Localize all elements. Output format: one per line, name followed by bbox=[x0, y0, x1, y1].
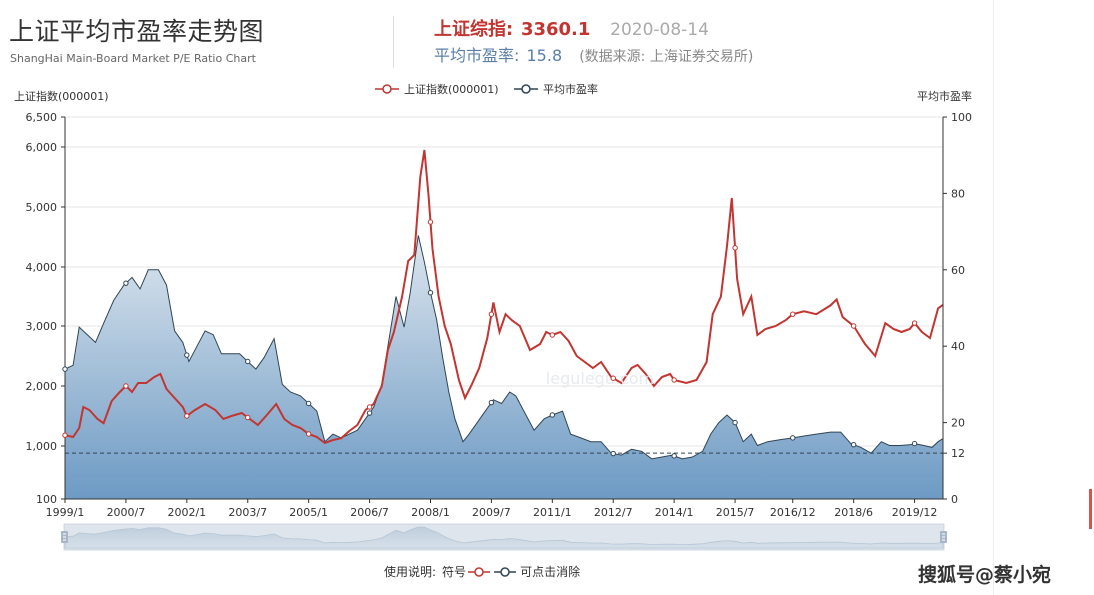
page-subtitle: ShangHai Main-Board Market P/E Ratio Cha… bbox=[10, 52, 256, 65]
axes: 6,500 6,000 5,000 4,000 3,000 2,000 1,000 100 10… bbox=[26, 111, 973, 519]
index-date: 2020-08-14 bbox=[610, 20, 709, 40]
x-tick-label: 2000/7 bbox=[107, 506, 146, 519]
pe-point bbox=[62, 366, 68, 372]
x-tick-label: 2002/1 bbox=[167, 506, 206, 519]
zoom-handle-right[interactable] bbox=[940, 531, 947, 543]
index-point bbox=[245, 414, 251, 421]
side-marker bbox=[1089, 489, 1092, 529]
pe-point bbox=[610, 450, 616, 457]
x-tick-label: 2016/12 bbox=[770, 506, 816, 519]
pe-point bbox=[732, 419, 738, 426]
x-tick-label: 2006/7 bbox=[350, 506, 389, 519]
index-point bbox=[911, 320, 918, 326]
pe-point bbox=[549, 412, 556, 418]
index-point bbox=[427, 219, 434, 225]
usage-prefix: 使用说明: bbox=[384, 565, 437, 579]
footer-watermark: 搜狐号@蔡小宛 bbox=[918, 564, 1052, 586]
right-tick-label: 60 bbox=[951, 264, 965, 277]
legend-label-pe: 平均市盈率 bbox=[543, 82, 598, 96]
usage-symbol: 符号 bbox=[442, 565, 467, 579]
pe-point bbox=[123, 280, 129, 286]
x-tick-label: 2012/7 bbox=[594, 506, 633, 519]
index-point bbox=[610, 375, 616, 381]
left-tick-label: 1,000 bbox=[26, 440, 58, 453]
index-point bbox=[850, 323, 857, 329]
x-tick-label: 2014/1 bbox=[655, 506, 694, 519]
pe-point bbox=[245, 358, 251, 365]
x-tick-label: 2003/7 bbox=[228, 506, 267, 519]
index-point bbox=[549, 332, 556, 338]
pe-summary: 平均市盈率: 15.8 (数据来源: 上海证券交易所) bbox=[434, 42, 753, 66]
index-point bbox=[62, 432, 68, 438]
usage-index-symbol-icon bbox=[468, 566, 491, 577]
index-label: 上证综指: bbox=[434, 19, 514, 40]
zoom-navigator[interactable] bbox=[61, 523, 947, 551]
right-tick-label: 100 bbox=[951, 111, 972, 124]
pe-value: 15.8 bbox=[526, 46, 563, 65]
index-point bbox=[488, 311, 495, 317]
legend-label-index: 上证指数(000001) bbox=[404, 82, 499, 96]
right-tick-label: 40 bbox=[951, 340, 965, 353]
pe-point bbox=[488, 399, 495, 406]
right-tick-label: 0 bbox=[951, 493, 958, 506]
left-tick-label: 100 bbox=[36, 493, 57, 506]
chart-legend[interactable]: 上证指数(000001) 平均市盈率 bbox=[375, 82, 598, 96]
index-point bbox=[123, 383, 129, 389]
right-tick-label: 12 bbox=[951, 447, 965, 460]
x-tick-label: 2018/6 bbox=[834, 506, 873, 519]
index-value: 3360.1 bbox=[520, 19, 591, 40]
pe-point bbox=[366, 410, 373, 416]
pe-point bbox=[850, 441, 857, 448]
header-divider bbox=[393, 16, 394, 68]
pe-area bbox=[65, 235, 943, 499]
left-axis-title: 上证指数(000001) bbox=[14, 89, 109, 103]
pe-point bbox=[305, 400, 312, 407]
pe-point bbox=[427, 290, 434, 296]
zoom-handle-left[interactable] bbox=[61, 531, 68, 543]
left-tick-label: 3,000 bbox=[26, 320, 58, 333]
index-point bbox=[184, 413, 190, 419]
x-tick-label: 2019/12 bbox=[892, 506, 938, 519]
chart-watermark: legulegu.com bbox=[546, 369, 654, 388]
pe-label: 平均市盈率: bbox=[434, 46, 520, 65]
usage-suffix: 可点击消除 bbox=[520, 565, 581, 579]
index-series-line[interactable] bbox=[64, 149, 944, 445]
left-tick-label: 2,000 bbox=[26, 380, 58, 393]
legend-item-index[interactable]: 上证指数(000001) bbox=[375, 82, 499, 96]
x-tick-label: 2005/1 bbox=[289, 506, 328, 519]
index-point bbox=[732, 245, 738, 251]
page-title: 上证平均市盈率走势图 bbox=[9, 17, 265, 46]
x-tick-label: 1999/1 bbox=[46, 506, 85, 519]
x-tick-label: 2015/7 bbox=[716, 506, 755, 519]
pe-series-line[interactable] bbox=[64, 235, 944, 460]
x-tick-label: 2011/1 bbox=[533, 506, 572, 519]
panel-border bbox=[993, 0, 994, 595]
pe-point bbox=[790, 435, 796, 441]
data-source: (数据来源: 上海证券交易所) bbox=[579, 49, 754, 65]
index-summary: 上证综指: 3360.1 2020-08-14 bbox=[434, 15, 709, 41]
index-point bbox=[790, 311, 796, 317]
left-tick-label: 4,000 bbox=[26, 261, 58, 274]
legend-item-pe[interactable]: 平均市盈率 bbox=[514, 82, 598, 96]
right-tick-label: 80 bbox=[951, 187, 965, 200]
right-axis-title: 平均市盈率 bbox=[917, 89, 972, 103]
usage-note: 使用说明: 符号 可点击消除 bbox=[384, 563, 580, 580]
pe-point bbox=[671, 453, 677, 459]
index-point bbox=[305, 431, 312, 437]
data-markers bbox=[62, 219, 918, 459]
pe-point bbox=[184, 352, 190, 358]
right-tick-label: 20 bbox=[951, 417, 965, 430]
index-point bbox=[671, 377, 677, 383]
pe-point bbox=[911, 440, 918, 447]
left-tick-label: 6,000 bbox=[26, 141, 58, 154]
usage-pe-symbol-icon bbox=[494, 566, 517, 577]
x-tick-label: 2008/1 bbox=[411, 506, 450, 519]
x-tick-label: 2009/7 bbox=[472, 506, 511, 519]
index-point bbox=[366, 404, 373, 410]
left-tick-label: 5,000 bbox=[26, 201, 58, 214]
left-tick-label: 6,500 bbox=[26, 111, 58, 124]
